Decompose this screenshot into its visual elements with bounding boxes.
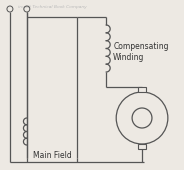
FancyBboxPatch shape bbox=[138, 144, 146, 149]
Text: ircraft Technical Book Company: ircraft Technical Book Company bbox=[18, 5, 87, 9]
Text: Main Field: Main Field bbox=[33, 151, 72, 160]
FancyBboxPatch shape bbox=[138, 87, 146, 92]
Text: Compensating
Winding: Compensating Winding bbox=[113, 42, 169, 62]
